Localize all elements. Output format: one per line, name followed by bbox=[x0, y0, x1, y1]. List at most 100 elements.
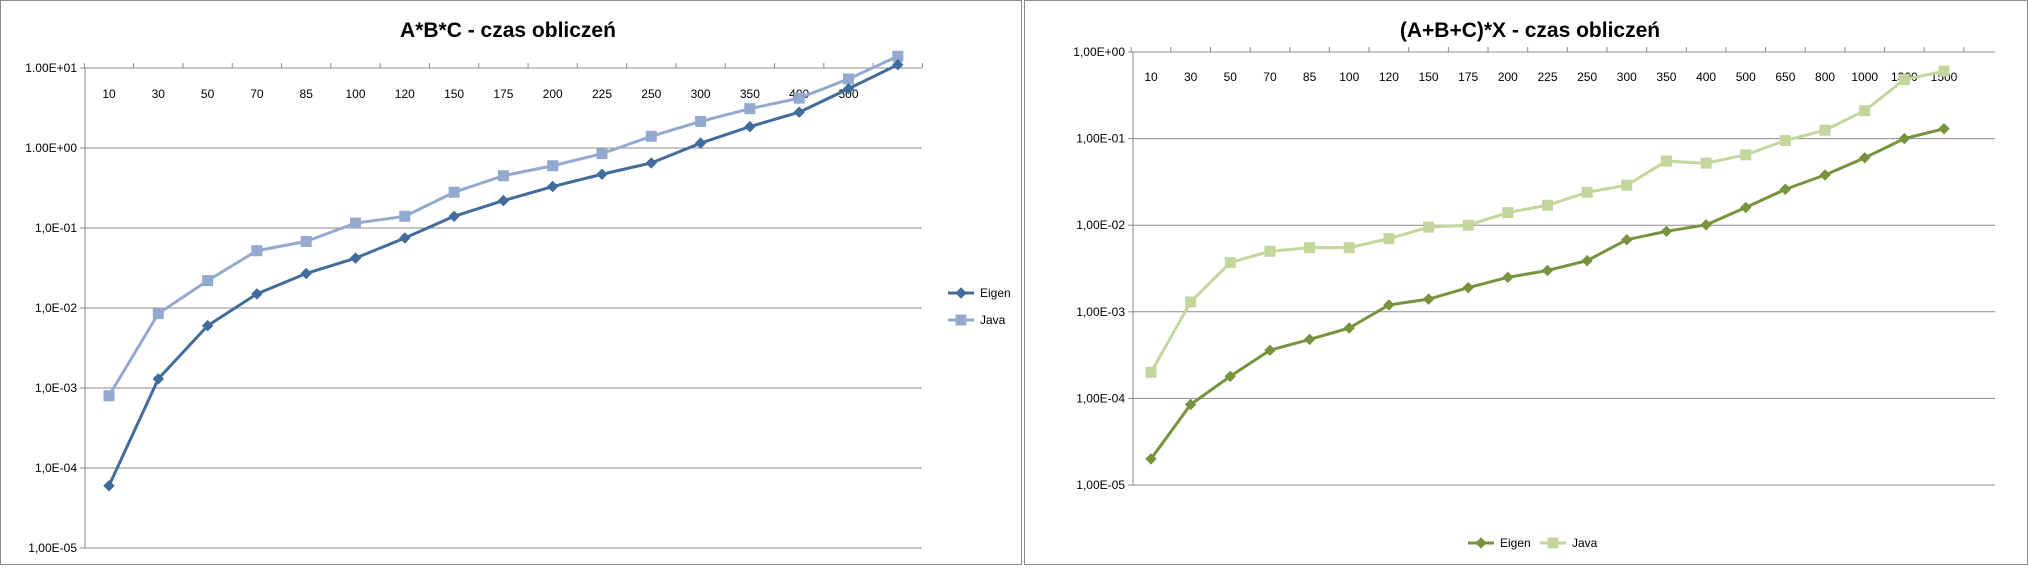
chart2-x-tick-label: 100 bbox=[1339, 70, 1359, 84]
chart2-x-tick-label: 650 bbox=[1775, 70, 1795, 84]
chart1-data-point-eigen bbox=[497, 194, 510, 207]
chart2-y-tick-label: 1,00E-03 bbox=[1076, 305, 1125, 319]
chart1-x-tick-label: 225 bbox=[592, 87, 612, 101]
chart2-data-point-eigen bbox=[1462, 281, 1474, 294]
chart1-data-point-eigen bbox=[152, 373, 165, 385]
chart2-x-tick-label: 30 bbox=[1184, 70, 1198, 84]
chart1-x-tick-label: 85 bbox=[300, 87, 314, 101]
chart2-y-tick-label: 1,00E+00 bbox=[1073, 45, 1125, 59]
chart1-data-point-eigen bbox=[349, 252, 362, 264]
chart1-data-point-java bbox=[448, 186, 460, 198]
chart2-x-tick-label: 1000 bbox=[1851, 70, 1878, 84]
chart2-data-point-java bbox=[1700, 157, 1712, 169]
chart1-y-tick-label: 1.00E+00 bbox=[25, 141, 77, 155]
chart1-title: A*B*C - czas obliczeń bbox=[400, 19, 616, 42]
chart2-data-point-java bbox=[1938, 65, 1950, 77]
chart1-data-point-java bbox=[103, 390, 115, 402]
chart1-x-tick-label: 300 bbox=[691, 87, 711, 101]
chart1-y-tick-label: 1,00E-05 bbox=[28, 541, 77, 555]
chart1-data-point-eigen bbox=[251, 288, 263, 300]
chart2-data-point-java bbox=[1224, 257, 1236, 269]
chart1-x-tick-label: 30 bbox=[152, 87, 166, 101]
chart2-data-point-java bbox=[1581, 186, 1593, 198]
chart2-legend-label: Java bbox=[1572, 536, 1598, 550]
chart1-data-point-eigen bbox=[892, 58, 904, 71]
chart2-data-point-eigen bbox=[1303, 333, 1316, 346]
chart1-data-point-eigen bbox=[744, 120, 756, 133]
chart2-x-tick-label: 85 bbox=[1303, 70, 1317, 84]
chart2-data-point-eigen bbox=[1541, 264, 1554, 277]
chart2-x-tick-label: 120 bbox=[1379, 70, 1399, 84]
chart1-x-tick-label: 100 bbox=[345, 87, 365, 101]
chart2-x-tick-label: 150 bbox=[1419, 70, 1439, 84]
chart2-data-point-eigen bbox=[1740, 201, 1752, 214]
chart2-x-tick-label: 10 bbox=[1144, 70, 1158, 84]
chart2-data-point-eigen bbox=[1621, 233, 1633, 246]
chart2-data-point-eigen bbox=[1264, 344, 1276, 356]
chart1-data-point-eigen bbox=[793, 106, 805, 118]
chart1-data-point-eigen bbox=[546, 180, 559, 193]
chart2-data-point-eigen bbox=[1422, 293, 1435, 305]
chart2-data-point-eigen bbox=[1938, 123, 1950, 135]
chart2-data-point-java bbox=[1264, 245, 1276, 257]
chart2-legend-marker bbox=[1475, 537, 1487, 549]
chart1-data-point-java bbox=[695, 115, 707, 127]
chart1-legend-marker bbox=[955, 314, 967, 326]
chart2-x-tick-label: 500 bbox=[1736, 70, 1756, 84]
chart1-data-point-java bbox=[596, 148, 608, 160]
chart2-frame bbox=[1024, 0, 2028, 565]
chart1-legend-label: Java bbox=[980, 313, 1006, 327]
chart1-data-point-eigen bbox=[842, 83, 855, 95]
chart2-data-point-java bbox=[1819, 124, 1831, 136]
chart1-y-tick-label: 1,0E-02 bbox=[35, 301, 77, 315]
chart2-data-point-java bbox=[1185, 296, 1197, 308]
chart1-x-tick-label: 350 bbox=[740, 87, 760, 101]
chart1-data-point-java bbox=[202, 275, 214, 287]
chart2-data-point-eigen bbox=[1383, 299, 1395, 311]
chart1-data-point-java bbox=[399, 210, 411, 222]
chart1-y-tick-label: 1.00E+01 bbox=[25, 61, 77, 75]
chart2-x-tick-label: 225 bbox=[1537, 70, 1557, 84]
chart1-data-point-eigen bbox=[399, 232, 411, 244]
chart1-data-point-java bbox=[744, 103, 756, 115]
chart1-x-tick-label: 50 bbox=[201, 87, 215, 101]
chart2-data-point-java bbox=[1343, 242, 1355, 254]
chart2-data-point-java bbox=[1423, 221, 1435, 233]
chart2-data-point-eigen bbox=[1858, 152, 1871, 164]
chart2-data-point-eigen bbox=[1700, 219, 1712, 231]
chart2-x-tick-label: 70 bbox=[1263, 70, 1277, 84]
chart2-y-tick-label: 1,00E-01 bbox=[1076, 132, 1125, 146]
chart2-x-tick-label: 200 bbox=[1498, 70, 1518, 84]
chart2-x-tick-label: 250 bbox=[1577, 70, 1597, 84]
chart1-x-tick-label: 200 bbox=[543, 87, 563, 101]
chart2-data-point-java bbox=[1660, 155, 1672, 167]
chart1-x-tick-label: 150 bbox=[444, 87, 464, 101]
chart2-x-tick-label: 400 bbox=[1696, 70, 1716, 84]
chart1-data-point-eigen bbox=[645, 157, 658, 169]
chart1-data-point-java bbox=[645, 130, 657, 142]
chart1-data-point-eigen bbox=[694, 137, 707, 149]
chart2-x-tick-label: 175 bbox=[1458, 70, 1478, 84]
chart2-x-tick-label: 300 bbox=[1617, 70, 1637, 84]
chart2-x-tick-label: 50 bbox=[1224, 70, 1238, 84]
chart1-data-point-java bbox=[547, 160, 559, 172]
chart2-data-point-eigen bbox=[1898, 132, 1911, 145]
chart1-y-tick-label: 1,0E-01 bbox=[35, 221, 77, 235]
chart2-data-point-java bbox=[1502, 207, 1514, 219]
chart2-data-point-java bbox=[1898, 74, 1910, 86]
chart2-data-point-eigen bbox=[1581, 254, 1593, 267]
chart2-data-point-java bbox=[1779, 135, 1791, 147]
chart1-x-tick-label: 70 bbox=[250, 87, 264, 101]
chart1-data-point-eigen bbox=[103, 480, 115, 492]
chart2-plot-area: 1,00E-05 1,00E-04 1,00E-03 1,00E-02 1,00E-01… bbox=[1073, 45, 1995, 550]
chart1-x-tick-label: 175 bbox=[493, 87, 513, 101]
chart2-data-point-eigen bbox=[1343, 322, 1355, 334]
chart1-data-point-eigen bbox=[201, 320, 214, 332]
chart2-data-point-java bbox=[1462, 219, 1474, 231]
chart2-legend-label: Eigen bbox=[1500, 536, 1531, 550]
chart2-legend-marker bbox=[1547, 537, 1559, 549]
chart1-data-point-eigen bbox=[300, 267, 312, 280]
chart2-y-tick-label: 1,00E-04 bbox=[1076, 391, 1125, 405]
